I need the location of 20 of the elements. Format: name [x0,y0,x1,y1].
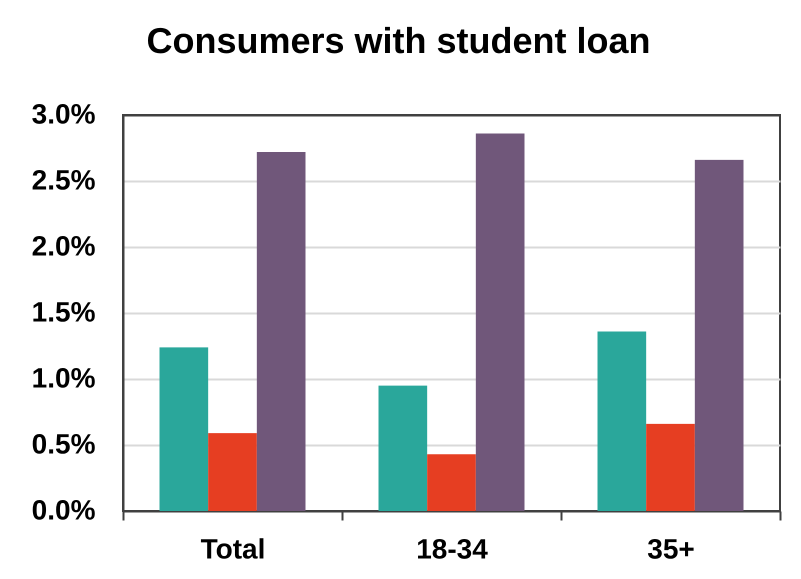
bar [476,133,524,511]
y-tick-label: 1.0% [32,362,96,394]
x-tick-label: 35+ [647,534,695,564]
x-tick-label: Total [200,534,266,564]
y-tick-label: 0.5% [32,428,96,460]
bar [427,454,476,511]
bar [256,152,306,511]
bar [598,331,646,511]
bar [160,347,208,511]
y-tick-label: 1.5% [32,296,96,328]
bar [208,433,257,511]
y-tick-label: 0.0% [32,494,96,526]
bar [646,424,695,511]
bar [378,386,428,511]
y-tick-label: 2.5% [32,164,96,196]
chart-title: Consumers with student loan [146,20,651,61]
x-tick-label: 18-34 [416,534,488,564]
y-tick-label: 2.0% [32,230,96,262]
y-tick-label: 3.0% [32,98,96,130]
bar [694,160,744,511]
